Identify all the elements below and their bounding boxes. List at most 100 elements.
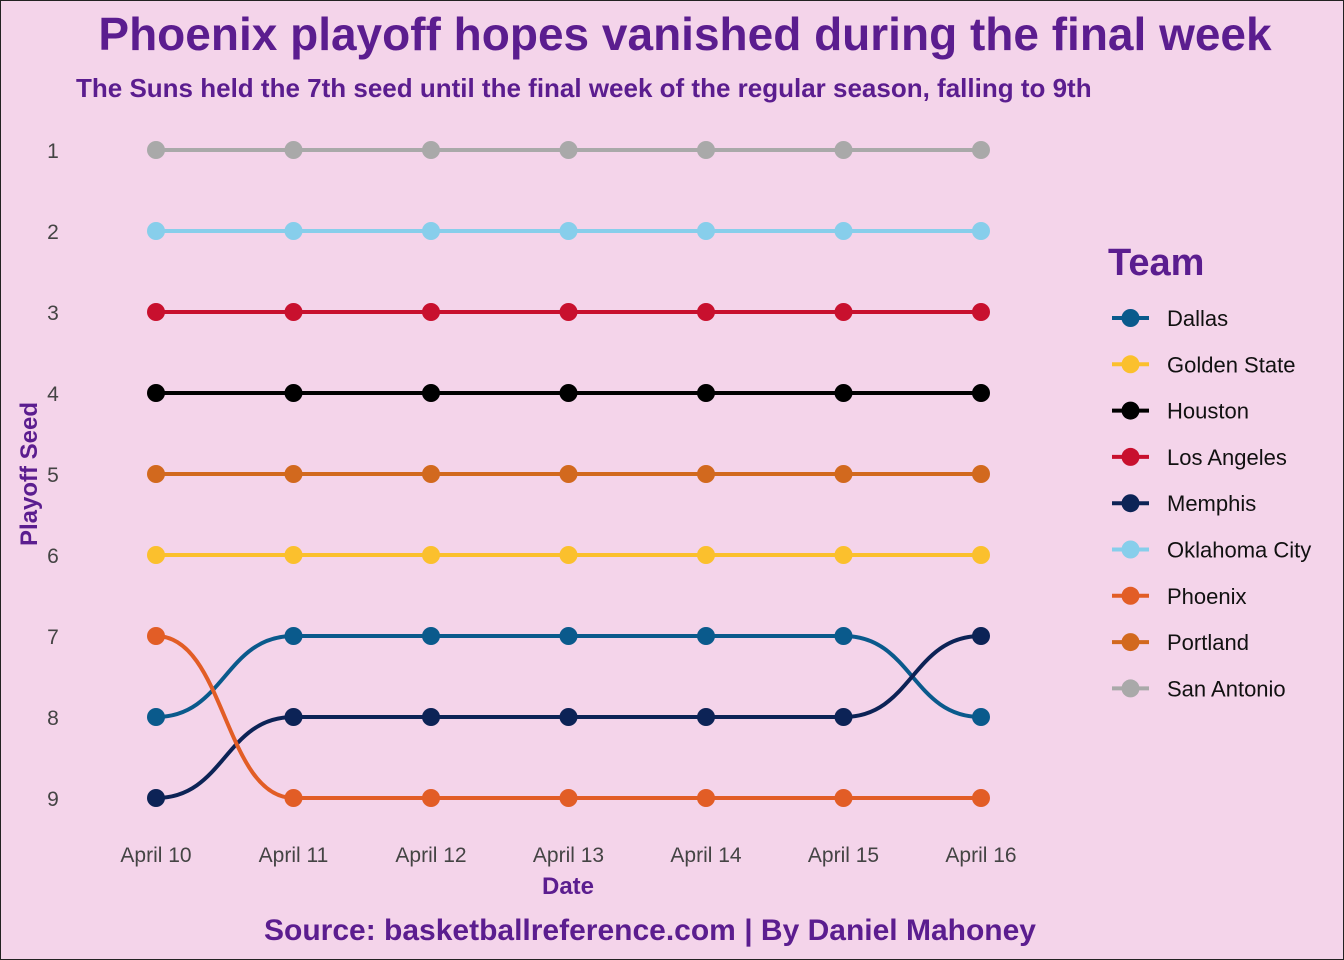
data-point-san-antonio	[559, 141, 578, 159]
chart-title: Phoenix playoff hopes vanished during th…	[98, 8, 1272, 60]
data-point-memphis	[834, 708, 853, 726]
x-tick-label: April 15	[808, 844, 879, 867]
data-point-portland	[147, 465, 165, 483]
y-tick-label: 8	[47, 707, 59, 730]
data-point-dallas	[147, 708, 165, 726]
data-point-oklahoma-city	[972, 222, 990, 240]
x-tick-label: April 10	[120, 844, 191, 867]
data-point-oklahoma-city	[559, 222, 578, 240]
data-point-portland	[834, 465, 853, 483]
y-tick-label: 6	[47, 545, 59, 568]
data-point-los-angeles	[834, 303, 853, 321]
data-point-los-angeles	[972, 303, 990, 321]
legend-item-dallas: Dallas	[1112, 306, 1228, 331]
series-line-phoenix	[155, 634, 981, 800]
legend-key-dot	[1121, 401, 1140, 420]
data-point-houston	[697, 384, 715, 402]
legend-label: Golden State	[1167, 352, 1295, 377]
legend-key-dot	[1121, 679, 1140, 698]
data-point-los-angeles	[422, 303, 440, 321]
data-point-oklahoma-city	[834, 222, 853, 240]
legend-label: Memphis	[1167, 491, 1256, 516]
y-axis-label: Playoff Seed	[16, 402, 43, 546]
legend-label: Oklahoma City	[1167, 538, 1311, 563]
data-point-san-antonio	[147, 141, 165, 159]
data-point-phoenix	[834, 789, 853, 807]
data-point-oklahoma-city	[147, 222, 165, 240]
legend-item-memphis: Memphis	[1112, 491, 1256, 516]
legend-key-dot	[1121, 633, 1140, 652]
data-point-portland	[972, 465, 990, 483]
data-point-los-angeles	[147, 303, 165, 321]
data-point-oklahoma-city	[697, 222, 715, 240]
y-tick-label: 4	[47, 383, 59, 406]
series-points	[147, 141, 990, 807]
data-point-san-antonio	[422, 141, 440, 159]
chart-caption: Source: basketballreference.com | By Dan…	[264, 914, 1036, 947]
y-tick-label: 3	[47, 302, 59, 325]
data-point-golden-state	[697, 546, 715, 564]
legend-item-phoenix: Phoenix	[1112, 584, 1247, 609]
data-point-golden-state	[422, 546, 440, 564]
x-tick-label: April 11	[259, 844, 329, 867]
data-point-los-angeles	[284, 303, 303, 321]
data-point-memphis	[972, 627, 990, 645]
legend-item-houston: Houston	[1112, 399, 1249, 424]
legend-label: San Antonio	[1167, 676, 1286, 701]
data-point-dallas	[697, 627, 715, 645]
data-point-memphis	[147, 789, 165, 807]
data-point-phoenix	[147, 627, 165, 645]
legend-key-dot	[1121, 355, 1140, 374]
data-point-memphis	[697, 708, 715, 726]
data-point-portland	[422, 465, 440, 483]
legend-title: Team	[1108, 242, 1204, 284]
data-point-houston	[972, 384, 990, 402]
chart-subtitle: The Suns held the 7th seed until the fin…	[76, 73, 1092, 103]
legend-key-dot	[1121, 586, 1140, 605]
x-axis-label: Date	[542, 873, 594, 900]
legend-item-los-angeles: Los Angeles	[1112, 445, 1287, 470]
legend-label: Dallas	[1167, 306, 1228, 331]
data-point-golden-state	[972, 546, 990, 564]
data-point-phoenix	[422, 789, 440, 807]
legend-key-dot	[1121, 447, 1140, 466]
legend: Dallas Golden State Houston Los Angeles Memp…	[1112, 306, 1311, 701]
x-tick-label: April 14	[670, 844, 742, 867]
data-point-memphis	[559, 708, 578, 726]
data-point-san-antonio	[284, 141, 303, 159]
data-point-phoenix	[284, 789, 303, 807]
data-point-dallas	[834, 627, 853, 645]
data-point-oklahoma-city	[284, 222, 303, 240]
data-point-phoenix	[697, 789, 715, 807]
legend-label: Phoenix	[1167, 584, 1247, 609]
data-point-golden-state	[284, 546, 303, 564]
legend-label: Los Angeles	[1167, 445, 1287, 470]
data-point-memphis	[422, 708, 440, 726]
data-point-houston	[834, 384, 853, 402]
series-line-dallas	[155, 634, 982, 719]
x-tick-label: April 12	[395, 844, 466, 867]
y-tick-label: 7	[47, 626, 59, 649]
data-point-portland	[697, 465, 715, 483]
data-point-los-angeles	[559, 303, 578, 321]
legend-key-dot	[1121, 494, 1140, 513]
data-point-golden-state	[147, 546, 165, 564]
data-point-houston	[559, 384, 578, 402]
data-point-memphis	[284, 708, 303, 726]
data-point-portland	[284, 465, 303, 483]
x-tick-label: April 16	[945, 844, 1016, 867]
y-axis-ticks: 1 2 3 4 5 6 7 8 9	[47, 140, 59, 811]
data-point-houston	[422, 384, 440, 402]
y-tick-label: 2	[47, 221, 59, 244]
legend-item-portland: Portland	[1112, 630, 1249, 655]
x-axis-ticks: April 10 April 11 April 12 April 13 April 14…	[120, 844, 1016, 867]
legend-item-oklahoma-city: Oklahoma City	[1112, 538, 1311, 563]
data-point-phoenix	[972, 789, 990, 807]
legend-key-dot	[1121, 540, 1140, 559]
y-tick-label: 1	[47, 140, 59, 163]
legend-key-dot	[1121, 309, 1140, 327]
data-point-golden-state	[834, 546, 853, 564]
data-point-portland	[559, 465, 578, 483]
data-point-golden-state	[559, 546, 578, 564]
data-point-san-antonio	[697, 141, 715, 159]
